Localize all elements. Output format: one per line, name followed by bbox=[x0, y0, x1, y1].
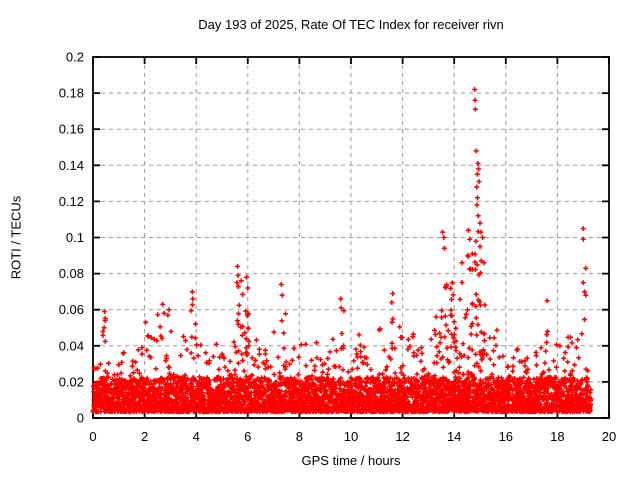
x-tick-label: 18 bbox=[550, 429, 564, 444]
x-tick-label: 10 bbox=[344, 429, 358, 444]
data-points bbox=[90, 87, 594, 415]
y-tick-label: 0 bbox=[77, 411, 84, 426]
x-tick-label: 12 bbox=[395, 429, 409, 444]
y-tick-label: 0.16 bbox=[59, 122, 84, 137]
x-axis-label: GPS time / hours bbox=[301, 453, 401, 468]
x-tick-label: 8 bbox=[296, 429, 303, 444]
x-tick-label: 14 bbox=[447, 429, 461, 444]
y-tick-label: 0.14 bbox=[59, 158, 84, 173]
y-tick-label: 0.18 bbox=[59, 86, 84, 101]
x-tick-label: 16 bbox=[499, 429, 513, 444]
y-tick-label: 0.1 bbox=[66, 230, 84, 245]
x-tick-label: 6 bbox=[244, 429, 251, 444]
x-tick-label: 0 bbox=[89, 429, 96, 444]
y-tick-label: 0.08 bbox=[59, 266, 84, 281]
y-tick-label: 0.04 bbox=[59, 338, 84, 353]
y-tick-label: 0.12 bbox=[59, 194, 84, 209]
x-tick-label: 4 bbox=[193, 429, 200, 444]
y-tick-label: 0.06 bbox=[59, 302, 84, 317]
x-tick-label: 2 bbox=[141, 429, 148, 444]
y-tick-label: 0.02 bbox=[59, 374, 84, 389]
x-tick-label: 20 bbox=[602, 429, 616, 444]
y-tick-label: 0.2 bbox=[66, 50, 84, 65]
gridlines bbox=[93, 57, 609, 418]
chart-title: Day 193 of 2025, Rate Of TEC Index for r… bbox=[198, 17, 504, 32]
